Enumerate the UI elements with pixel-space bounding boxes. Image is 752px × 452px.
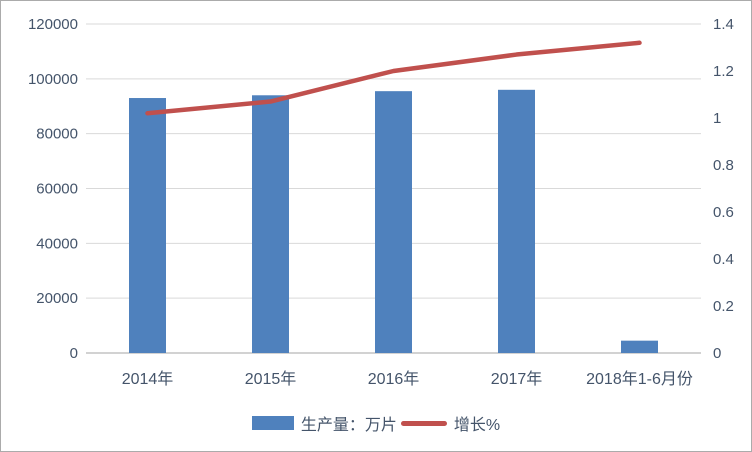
right-axis-tick-label: 1 — [713, 110, 721, 127]
right-axis-tick-label: 0.8 — [713, 157, 734, 174]
category-label: 2018年1-6月份 — [586, 370, 693, 388]
right-axis-tick-label: 0 — [713, 345, 721, 362]
left-axis-tick-label: 80000 — [36, 126, 78, 143]
left-axis-tick-label: 60000 — [36, 181, 78, 198]
legend-label-production: 生产量：万片 — [300, 417, 397, 434]
left-axis-tick-label: 40000 — [36, 235, 78, 252]
legend-label-growth: 增长% — [453, 417, 501, 434]
left-axis-tick-label: 0 — [70, 345, 78, 362]
chart-legend: 生产量：万片 增长% — [1, 399, 751, 447]
legend-item-production: 生产量：万片 — [251, 411, 397, 435]
plot-area: 0 20000 40000 60000 80000 100000 120000 0 0.2 0.4… — [28, 16, 734, 388]
bar — [252, 95, 289, 354]
category-label: 2016年 — [368, 370, 420, 388]
category-label: 2015年 — [245, 370, 297, 388]
legend-item-growth: 增长% — [400, 411, 501, 435]
left-axis-tick-label: 100000 — [28, 71, 78, 88]
category-label: 2017年 — [491, 370, 543, 388]
category-label: 2014年 — [122, 370, 174, 388]
left-axis-tick-label: 120000 — [28, 16, 78, 33]
right-axis-tick-label: 0.2 — [713, 298, 734, 315]
right-axis-tick-label: 1.2 — [713, 63, 734, 80]
right-axis-tick-label: 0.4 — [713, 251, 734, 268]
bar — [375, 91, 412, 353]
bar-series-swatch-icon — [251, 416, 294, 430]
left-axis-tick-label: 20000 — [36, 290, 78, 307]
right-axis-tick-label: 1.4 — [713, 16, 734, 33]
line-series-swatch-icon — [400, 420, 447, 426]
bar — [129, 98, 166, 354]
right-axis-tick-label: 0.6 — [713, 204, 734, 221]
growth-line — [145, 40, 642, 116]
bar — [498, 89, 535, 354]
bar — [621, 340, 658, 353]
